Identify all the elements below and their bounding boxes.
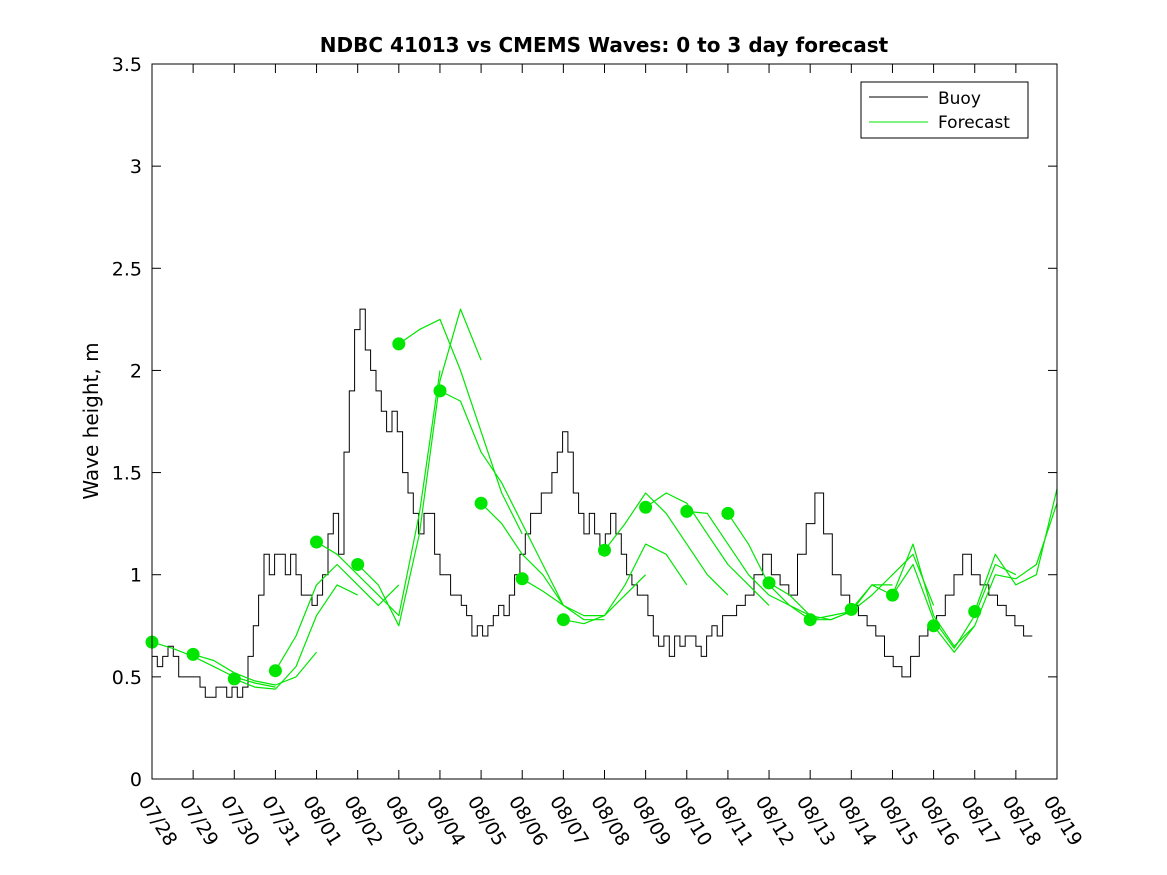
forecast-marker-4 — [310, 535, 323, 549]
legend: Buoy Forecast — [860, 81, 1029, 139]
forecast-marker-7 — [433, 384, 447, 398]
forecast-marker-1 — [186, 647, 200, 661]
y-tick-label-0: 0 — [130, 769, 142, 791]
plot-area — [145, 308, 1058, 698]
forecast-series-line-5 — [357, 308, 482, 627]
forecast-series-line-6 — [398, 318, 523, 535]
forecast-marker-3 — [268, 664, 282, 678]
buoy-series-line — [152, 308, 1033, 698]
forecast-marker-17 — [844, 602, 858, 616]
y-tick-label-6: 3 — [130, 156, 142, 178]
y-axis-label: Wave height, m — [79, 342, 103, 499]
forecast-marker-19 — [927, 619, 941, 633]
forecast-marker-8 — [474, 496, 488, 510]
forecast-marker-10 — [556, 613, 570, 627]
y-tick-label-1: 0.5 — [112, 667, 142, 689]
forecast-series-line-20 — [974, 488, 1058, 612]
forecast-marker-6 — [392, 337, 406, 351]
forecast-series-line-19 — [933, 503, 1058, 653]
chart-title: NDBC 41013 vs CMEMS Waves: 0 to 3 day fo… — [320, 33, 889, 57]
forecast-marker-12 — [639, 500, 653, 514]
forecast-series-line-1 — [192, 651, 317, 686]
forecast-series-line-0 — [151, 641, 276, 688]
forecast-series-line-12 — [645, 492, 770, 606]
y-tick-label-5: 2.5 — [112, 258, 142, 280]
forecast-series-line-3 — [274, 563, 400, 672]
y-tick-label-3: 1.5 — [112, 463, 142, 485]
forecast-series-line-14 — [727, 513, 852, 621]
y-tick-label-4: 2 — [130, 360, 142, 382]
forecast-series-line-2 — [234, 584, 358, 690]
forecast-marker-13 — [680, 504, 694, 518]
forecast-series-line-8 — [480, 502, 605, 621]
forecast-marker-2 — [227, 672, 241, 686]
forecast-marker-18 — [886, 588, 899, 602]
forecast-series-line-7 — [439, 390, 564, 606]
forecast-series-line-10 — [563, 543, 688, 625]
forecast-series-line-18 — [892, 563, 1017, 649]
legend-buoy-label: Buoy — [938, 89, 981, 109]
forecast-marker-15 — [762, 576, 776, 590]
forecast-series-line-9 — [521, 574, 647, 617]
forecast-marker-11 — [598, 543, 611, 557]
forecast-series-line-11 — [604, 492, 729, 596]
forecast-series-line-4 — [316, 370, 441, 617]
forecast-marker-5 — [351, 558, 365, 571]
legend-forecast-label: Forecast — [938, 113, 1010, 133]
forecast-marker-20 — [968, 605, 982, 618]
forecast-series-line-16 — [810, 553, 935, 621]
forecast-marker-16 — [803, 613, 817, 627]
y-tick-label-2: 1 — [130, 565, 142, 587]
legend-box — [860, 81, 1029, 139]
forecast-marker-14 — [721, 506, 735, 520]
forecast-marker-9 — [515, 572, 529, 586]
forecast-series-line-17 — [850, 543, 976, 647]
y-tick-label-7: 3.5 — [112, 54, 142, 76]
